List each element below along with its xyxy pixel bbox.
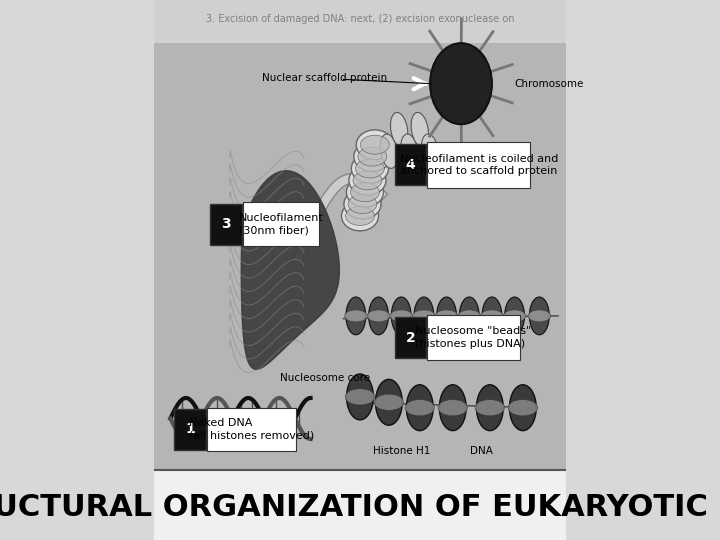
Ellipse shape	[375, 379, 402, 426]
Ellipse shape	[356, 159, 384, 178]
Ellipse shape	[528, 310, 551, 322]
Ellipse shape	[353, 171, 382, 190]
Ellipse shape	[459, 297, 479, 335]
Ellipse shape	[435, 310, 458, 322]
Ellipse shape	[341, 201, 379, 231]
Text: Histone H1: Histone H1	[372, 446, 430, 456]
Ellipse shape	[458, 310, 480, 322]
Text: 3. Excision of damaged DNA: next, (2) excision exonuclease on: 3. Excision of damaged DNA: next, (2) ex…	[206, 14, 514, 24]
Ellipse shape	[354, 141, 391, 172]
Ellipse shape	[356, 130, 393, 160]
FancyArrowPatch shape	[413, 78, 426, 89]
Ellipse shape	[345, 389, 375, 405]
Ellipse shape	[349, 165, 386, 195]
Text: Nucleosome core: Nucleosome core	[280, 373, 370, 383]
Ellipse shape	[438, 400, 467, 416]
FancyBboxPatch shape	[207, 408, 296, 451]
Ellipse shape	[406, 384, 433, 431]
FancyBboxPatch shape	[427, 314, 520, 361]
Text: Nucleofilament
(30nm fiber): Nucleofilament (30nm fiber)	[238, 213, 323, 235]
Ellipse shape	[503, 310, 526, 322]
Text: Nucleosome "beads"
(histones plus DNA): Nucleosome "beads" (histones plus DNA)	[415, 326, 531, 349]
Text: Chromosome: Chromosome	[515, 79, 584, 89]
Polygon shape	[241, 171, 339, 369]
FancyBboxPatch shape	[174, 409, 206, 450]
Text: Nuclear scaffold protein: Nuclear scaffold protein	[262, 73, 387, 83]
FancyBboxPatch shape	[395, 317, 426, 358]
Ellipse shape	[346, 206, 374, 226]
Text: Naked DNA
(all histones removed): Naked DNA (all histones removed)	[189, 418, 314, 441]
Bar	[154, 0, 566, 470]
FancyBboxPatch shape	[243, 202, 319, 246]
Ellipse shape	[411, 112, 428, 147]
Ellipse shape	[508, 400, 538, 416]
Ellipse shape	[421, 134, 438, 168]
Ellipse shape	[344, 189, 381, 219]
Ellipse shape	[510, 384, 536, 431]
Ellipse shape	[392, 297, 411, 335]
Ellipse shape	[475, 400, 505, 416]
Bar	[154, 470, 566, 540]
Ellipse shape	[390, 310, 413, 322]
Text: 1: 1	[185, 422, 195, 436]
Ellipse shape	[351, 183, 379, 201]
Ellipse shape	[401, 134, 418, 168]
Ellipse shape	[358, 147, 387, 166]
Text: 4: 4	[405, 158, 415, 172]
Ellipse shape	[414, 297, 433, 335]
Ellipse shape	[346, 297, 366, 335]
Ellipse shape	[367, 310, 390, 322]
Ellipse shape	[374, 394, 404, 410]
FancyBboxPatch shape	[210, 204, 242, 245]
Ellipse shape	[346, 177, 384, 207]
FancyBboxPatch shape	[427, 142, 530, 188]
Bar	[154, 0, 566, 43]
Text: 3: 3	[221, 217, 231, 231]
FancyBboxPatch shape	[395, 144, 426, 185]
Ellipse shape	[413, 310, 435, 322]
Ellipse shape	[345, 310, 367, 322]
Ellipse shape	[351, 153, 389, 184]
Text: DNA: DNA	[470, 446, 493, 456]
Text: 2: 2	[405, 330, 415, 345]
Ellipse shape	[405, 400, 435, 416]
Ellipse shape	[348, 195, 377, 213]
Ellipse shape	[439, 384, 466, 431]
Text: STRUCTURAL ORGANIZATION OF EUKARYOTIC DNA: STRUCTURAL ORGANIZATION OF EUKARYOTIC DN…	[0, 493, 720, 522]
Ellipse shape	[477, 384, 503, 431]
Ellipse shape	[369, 297, 389, 335]
Ellipse shape	[505, 297, 524, 335]
Ellipse shape	[482, 297, 502, 335]
Ellipse shape	[436, 297, 456, 335]
Ellipse shape	[390, 112, 408, 147]
Ellipse shape	[361, 136, 390, 154]
Text: Nucleofilament is coiled and
anchored to scaffold protein: Nucleofilament is coiled and anchored to…	[400, 153, 558, 176]
Circle shape	[430, 43, 492, 124]
Ellipse shape	[380, 134, 397, 168]
Ellipse shape	[346, 374, 374, 420]
Ellipse shape	[480, 310, 503, 322]
Ellipse shape	[529, 297, 549, 335]
